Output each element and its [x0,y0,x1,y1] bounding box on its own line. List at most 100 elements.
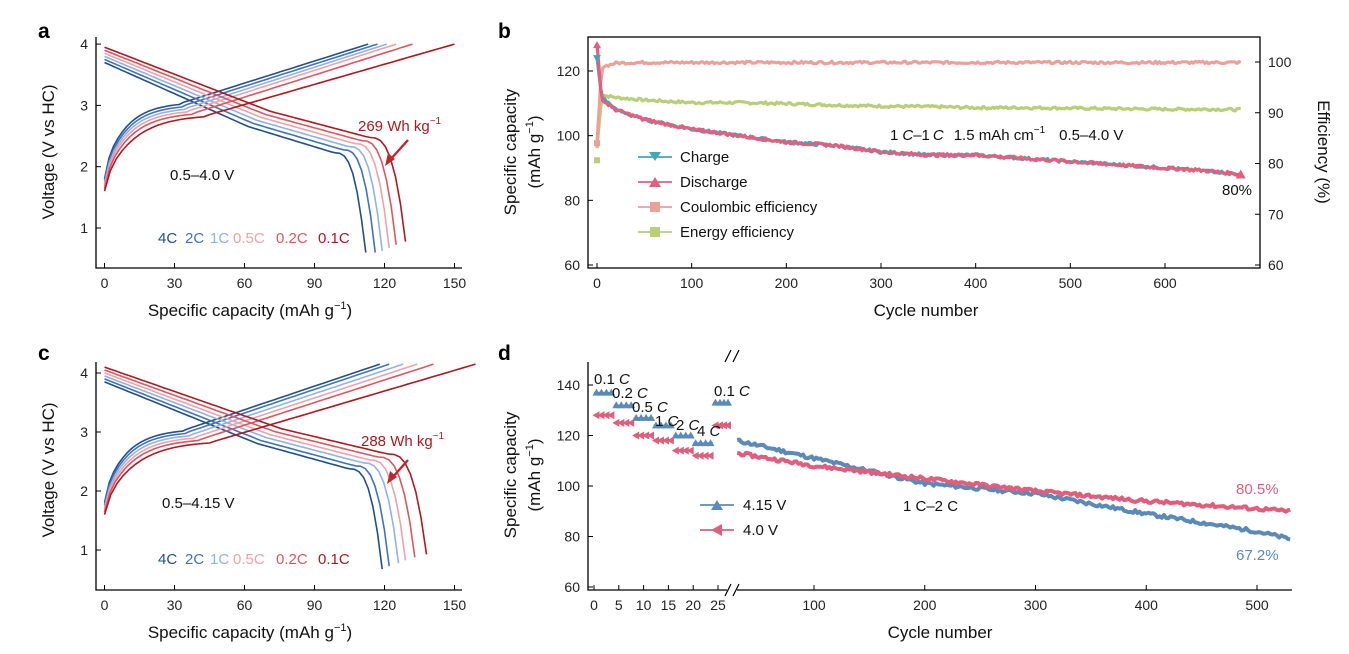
panel-a-energy: 269 Wh kg−1 [358,116,442,135]
rate-label: 2C [185,230,204,247]
xtick-label: 150 [443,275,467,291]
panel-b-condition: 1 C–1 C 1.5 mAh cm−1 0.5–4.0 V [890,125,1123,144]
ytick-label: 1 [80,542,88,558]
xtick-label: 300 [869,275,893,291]
panel-c-letter: c [38,342,50,365]
rate-label: 1C [210,551,229,568]
xtick-label: 120 [373,597,397,613]
xtick-label: 30 [167,597,183,613]
xtick-label: 0 [101,597,109,613]
y2tick-label: 90 [1268,105,1284,121]
panel-a-window: 0.5–4.0 V [170,167,234,184]
charge-curve-4C [103,363,381,503]
xtick-label: 10 [636,597,652,613]
legend-marker [649,177,661,187]
panel-b-yticks: 60 80 100 120 [557,63,593,273]
panel-d-cycling-label: 1 C–2 C [903,498,958,515]
panel-c-arrowhead [387,471,397,484]
panel-d-retention-40: 80.5% [1236,481,1279,498]
panel-b-retention: 80% [1222,182,1252,199]
ytick-label: 100 [557,128,581,144]
rate-label: 4C [158,551,177,568]
panel-d-ylabel-line2: (mAh g−1) [524,438,544,511]
panel-d-rate-labels: 0.1 C0.2 C0.5 C1 C2 C4 C0.1 C [594,371,750,440]
panel-b-ylabel-line2: (mAh g−1) [524,115,544,188]
panel-b-y2ticks: 60 70 80 90 100 [1255,54,1292,273]
legend-marker [711,524,722,536]
panel-b-letter: b [498,20,511,43]
discharge-curve-2C [104,58,376,253]
discharge-curve-4C [104,381,383,570]
discharge-curve-0.2C [104,49,397,245]
panel-a: a 1 2 3 4 0 30 60 90 120 150 Specific capacity (… [38,20,466,320]
panel-a-letter: a [38,20,50,43]
ee-first-point [594,157,600,164]
panel-c-ylabel: Voltage (V vs HC) [39,402,58,537]
ytick-label: 4 [80,365,88,381]
rate-step-label: 1 C [655,413,679,430]
discharge-last-point [1235,169,1246,179]
discharge-curve-4C [104,61,367,253]
xtick-label: 5 [615,597,623,613]
xtick-label: 200 [775,275,799,291]
xtick-label: 60 [237,597,253,613]
charge-curve-0.1C [103,363,476,515]
charge-curve-2C [103,43,378,182]
charge-curve-0.5C [103,43,397,187]
panel-b-series [593,41,1246,179]
discharge-curve-0.1C [104,46,407,242]
xtick-label: 0 [593,275,601,291]
series-coulombic-efficiency [595,59,1242,143]
discharge-curve-1C [104,375,400,564]
panel-a-energy-arrow [389,139,409,161]
panel-a-xlabel: Specific capacity (mAh g−1) [148,300,352,320]
panel-a-axes [95,37,462,269]
panel-d: d 60 80 100 120 140 0 5 10 15 20 25 100 200 300 400 50… [498,342,1292,642]
ytick-label: 80 [564,529,580,545]
legend-marker [711,500,723,510]
legend-label: Energy efficiency [680,224,794,241]
panel-d-yticks: 60 80 100 120 140 [557,377,593,595]
panel-a-yticks: 1 2 3 4 [80,36,101,236]
panel-c-axes [95,362,462,591]
panel-a-ylabel: Voltage (V vs HC) [39,84,58,219]
panel-b-legend: Charge Discharge Coulombic efficiency Energ… [638,149,818,241]
rate-step-label: 0.5 C [632,399,668,416]
panel-b-ylabel-line1: Specific capacity [501,88,520,215]
xtick-label: 120 [373,275,397,291]
xtick-label: 30 [167,275,183,291]
panel-c-curves [103,363,476,570]
panel-c-xticks: 0 30 60 90 120 150 [101,585,466,613]
xtick-label: 15 [661,597,677,613]
y2tick-label: 60 [1268,257,1284,273]
panel-d-series [592,388,1291,542]
panel-c-energy: 288 Wh kg−1 [361,431,445,450]
rate-label: 0.5C [233,551,265,568]
legend-label: Discharge [680,174,748,191]
ytick-label: 3 [80,97,88,113]
rate-step-label: 2 C [676,417,700,434]
ytick-label: 100 [557,478,581,494]
legend-label: 4.15 V [743,497,786,514]
xtick-label: 400 [964,275,988,291]
rate-label: 2C [185,551,204,568]
xtick-label: 500 [1245,597,1269,613]
ytick-label: 120 [557,63,581,79]
panel-d-letter: d [498,342,511,365]
xtick-label: 100 [680,275,704,291]
ytick-label: 2 [80,483,88,499]
panel-a-rate-labels: 4C 2C 1C 0.5C 0.2C 0.1C [158,230,350,247]
panel-b: b 60 80 100 120 60 70 80 90 100 0 100 200 300 400 50… [498,20,1333,320]
ytick-label: 3 [80,424,88,440]
series-discharge [595,43,1242,177]
legend-marker [650,227,660,237]
xtick-label: 0 [590,597,598,613]
charge-curve-2C [103,363,390,506]
panel-b-y2label: Efficiency (%) [1314,100,1333,204]
rate-label: 4C [158,230,177,247]
discharge-curve-1C [104,55,383,251]
ytick-label: 2 [80,159,88,175]
panel-a-arrowhead [385,153,395,166]
discharge-curve-0.2C [104,369,416,558]
panel-d-ylabel-line1: Specific capacity [501,411,520,538]
